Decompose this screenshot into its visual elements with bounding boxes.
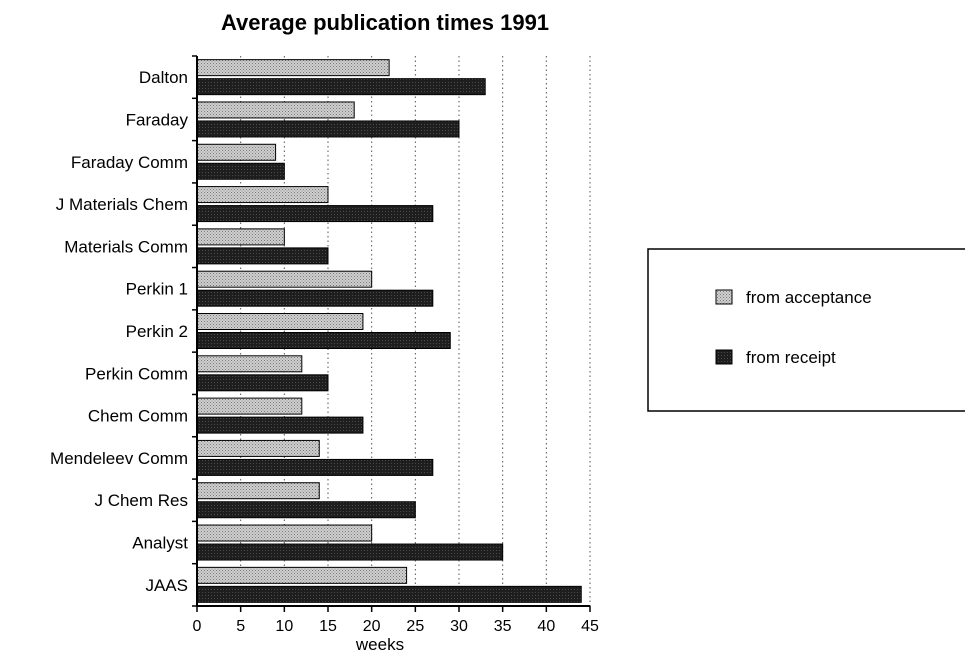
x-tick-label: 40 xyxy=(537,618,555,635)
x-tick-label: 0 xyxy=(193,618,202,635)
chart-title: Average publication times 1991 xyxy=(221,10,549,35)
bar-receipt xyxy=(196,162,285,180)
bar-acceptance xyxy=(196,524,373,542)
bar-receipt xyxy=(196,205,434,223)
axes-layer: Dalton Faraday Faraday Comm J Materials Che… xyxy=(50,55,599,635)
bar-acceptance xyxy=(196,143,277,161)
legend-label: from receipt xyxy=(746,348,836,367)
bar-acceptance xyxy=(196,355,303,373)
x-tick-label: 10 xyxy=(275,618,293,635)
y-tick-label: Dalton xyxy=(139,68,188,87)
y-tick-label: Perkin 2 xyxy=(126,322,188,341)
legend-swatch xyxy=(715,289,733,305)
legend-label: from acceptance xyxy=(746,288,872,307)
bar-receipt xyxy=(196,78,486,96)
y-tick-label: J Materials Chem xyxy=(56,195,188,214)
legend-swatch xyxy=(715,349,733,365)
x-tick-label: 15 xyxy=(319,618,337,635)
bar-receipt xyxy=(196,289,434,307)
bar-acceptance xyxy=(196,439,320,457)
x-tick-label: 45 xyxy=(581,618,599,635)
bar-receipt xyxy=(196,120,460,138)
x-tick-label: 30 xyxy=(450,618,468,635)
bar-receipt xyxy=(196,543,504,561)
y-tick-label: Mendeleev Comm xyxy=(50,449,188,468)
legend: from acceptance from receipt xyxy=(647,248,965,412)
x-tick-label: 20 xyxy=(363,618,381,635)
y-tick-label: Materials Comm xyxy=(64,237,188,256)
bars-layer xyxy=(196,59,582,603)
y-tick-label: Perkin 1 xyxy=(126,280,188,299)
bar-receipt xyxy=(196,247,329,265)
y-tick-label: Faraday Comm xyxy=(71,153,188,172)
bar-receipt xyxy=(196,501,416,519)
y-tick-label: Perkin Comm xyxy=(85,364,188,383)
y-tick-label: Analyst xyxy=(132,534,188,553)
bar-acceptance xyxy=(196,101,355,119)
bar-acceptance xyxy=(196,397,303,415)
bar-acceptance xyxy=(196,228,285,246)
x-axis-label: weeks xyxy=(355,635,404,654)
bar-acceptance xyxy=(196,59,390,77)
bar-receipt xyxy=(196,374,329,392)
x-tick-label: 35 xyxy=(494,618,512,635)
y-tick-label: Faraday xyxy=(126,110,189,129)
y-tick-label: JAAS xyxy=(145,576,188,595)
bar-receipt xyxy=(196,416,364,434)
bar-acceptance xyxy=(196,313,364,330)
y-tick-label: Chem Comm xyxy=(88,407,188,426)
grid-layer xyxy=(240,56,591,606)
y-tick-label: J Chem Res xyxy=(94,491,188,510)
bar-receipt xyxy=(196,585,582,603)
x-tick-label: 25 xyxy=(406,618,424,635)
legend-box xyxy=(647,248,965,412)
x-tick-label: 5 xyxy=(236,618,245,635)
bar-receipt xyxy=(196,332,451,349)
bar-acceptance xyxy=(196,566,408,584)
bar-acceptance xyxy=(196,482,320,500)
bar-acceptance xyxy=(196,186,329,204)
bar-receipt xyxy=(196,458,434,476)
bar-acceptance xyxy=(196,270,373,288)
